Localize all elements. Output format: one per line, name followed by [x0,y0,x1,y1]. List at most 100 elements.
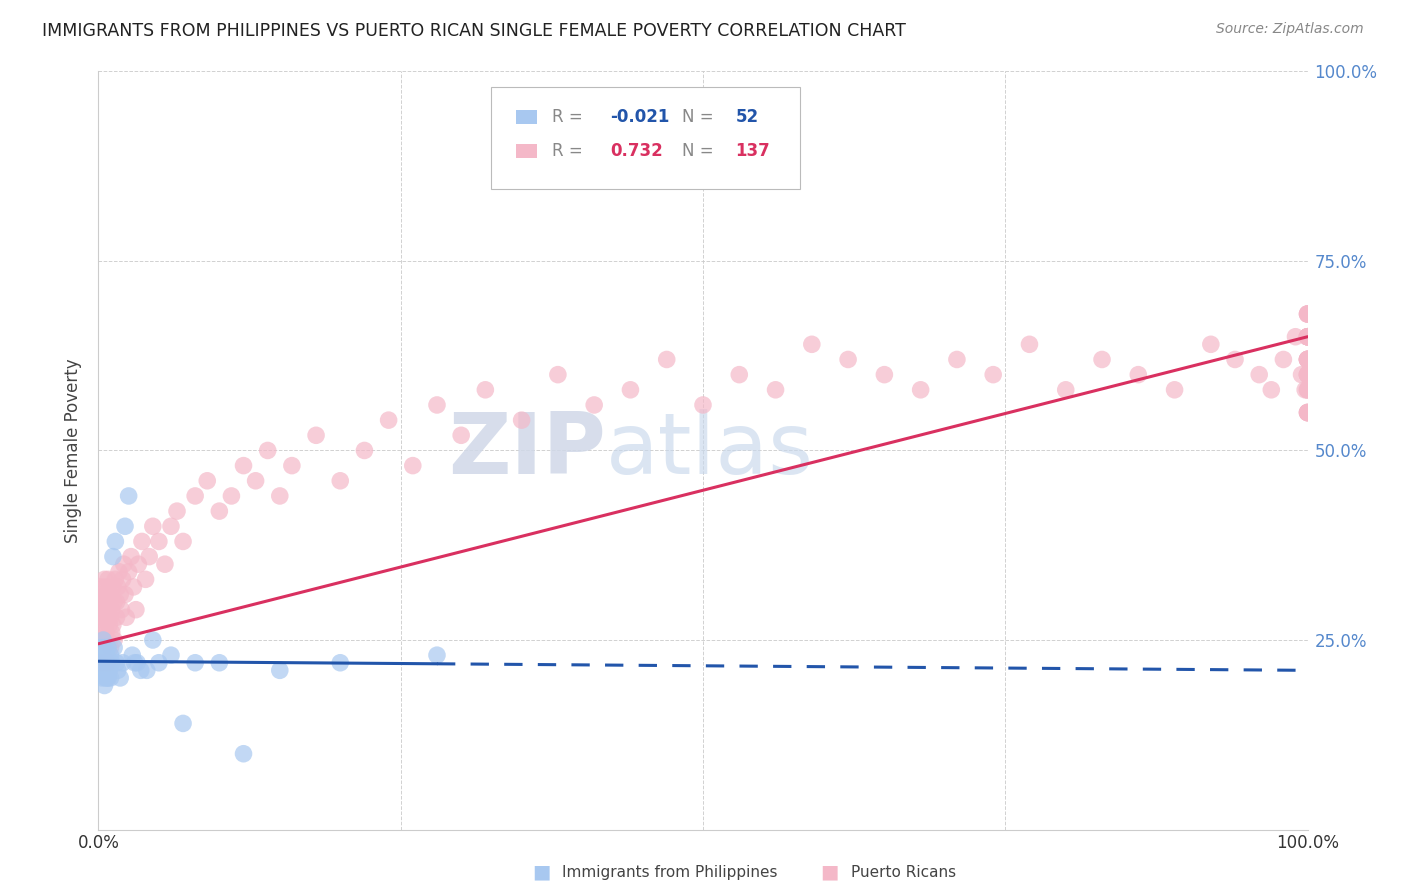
Text: Source: ZipAtlas.com: Source: ZipAtlas.com [1216,22,1364,37]
Text: N =: N = [682,108,720,126]
Point [101,549,124,564]
Point [103,640,125,655]
Point [91,633,114,648]
Point [108,588,131,602]
Point [1296,368,1319,382]
Text: Puerto Ricans: Puerto Ricans [851,865,956,880]
Point [1296,352,1319,367]
Point [221,489,243,503]
Point [1296,307,1319,321]
Point [1296,330,1319,344]
Point [1296,352,1319,367]
Point [1296,307,1319,321]
Point [402,458,425,473]
Point [583,398,606,412]
Point [97,656,120,670]
Point [96,648,118,662]
Point [1296,405,1319,420]
Point [93,640,115,655]
Point [107,580,129,594]
Point [1272,352,1295,367]
Point [765,383,787,397]
Point [1296,368,1319,382]
Point [232,747,254,761]
Point [98,664,121,678]
Point [93,633,115,648]
Point [94,617,117,632]
Point [208,504,231,518]
Point [256,443,278,458]
Point [981,368,1004,382]
Point [166,504,188,518]
Point [100,656,122,670]
Point [96,603,118,617]
Point [91,603,114,617]
Point [195,474,218,488]
Point [103,595,125,609]
Point [120,549,142,564]
Point [98,617,121,632]
Point [1091,352,1114,367]
Point [90,640,112,655]
Point [125,603,148,617]
Point [107,664,129,678]
Point [100,625,122,640]
Point [1163,383,1185,397]
Point [1054,383,1077,397]
Point [94,580,117,594]
Point [89,656,111,670]
Point [91,595,114,609]
Text: -0.021: -0.021 [610,108,669,126]
Point [172,716,194,731]
Point [96,671,118,685]
Y-axis label: Single Female Poverty: Single Female Poverty [65,359,83,542]
Point [1296,368,1319,382]
Point [728,368,751,382]
Point [124,656,146,670]
Point [93,573,115,587]
Point [1018,337,1040,351]
Point [105,610,128,624]
Point [104,534,127,549]
Point [100,603,122,617]
Point [118,489,141,503]
Point [90,664,112,678]
Point [1296,383,1319,397]
Point [135,664,157,678]
Point [118,565,141,579]
Point [108,565,131,579]
Point [426,398,449,412]
Point [1296,368,1319,382]
Point [114,519,136,533]
FancyBboxPatch shape [492,87,800,189]
Point [127,557,149,572]
Point [1296,405,1319,420]
Point [184,489,207,503]
Point [547,368,569,382]
Point [105,595,128,609]
Text: 0.732: 0.732 [610,142,662,160]
Text: R =: R = [551,142,588,160]
Point [353,443,375,458]
Point [91,656,114,670]
Text: 52: 52 [735,108,759,126]
Point [93,595,115,609]
Point [100,656,122,670]
Point [281,458,304,473]
FancyBboxPatch shape [516,145,537,158]
Point [160,648,183,662]
Point [96,588,118,602]
Point [91,648,114,662]
Point [172,534,194,549]
Point [91,671,114,685]
Point [1296,405,1319,420]
Point [97,640,120,655]
Point [1296,352,1319,367]
Point [837,352,859,367]
Point [91,617,114,632]
Point [142,519,165,533]
Point [91,633,114,648]
Point [946,352,969,367]
Point [1128,368,1150,382]
Point [90,580,112,594]
